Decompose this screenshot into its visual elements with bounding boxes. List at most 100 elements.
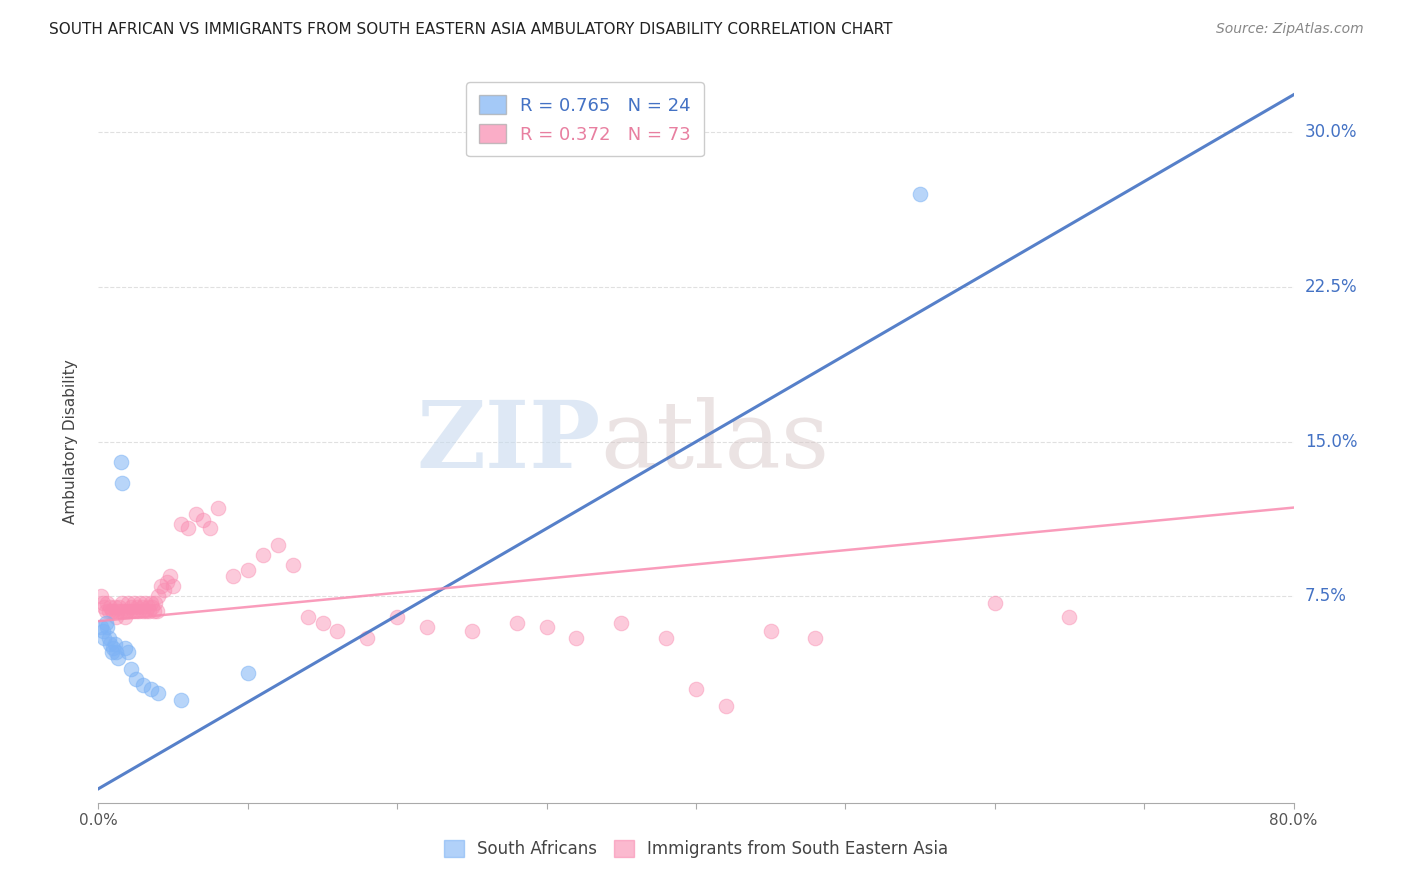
Point [96, 620, 118, 634]
Point [112, 604, 135, 618]
Point [107, 604, 129, 618]
Text: Source: ZipAtlas.com: Source: ZipAtlas.com [1216, 22, 1364, 37]
Point [159, 568, 181, 582]
Point [236, 562, 259, 576]
Point [714, 698, 737, 713]
Point [90, 620, 112, 634]
Point [94, 604, 117, 618]
Point [104, 599, 127, 614]
Point [129, 596, 152, 610]
Point [96, 596, 118, 610]
Point [984, 596, 1007, 610]
Point [143, 596, 166, 610]
Text: 15.0%: 15.0% [1305, 433, 1357, 450]
Point [94, 616, 117, 631]
Point [162, 579, 184, 593]
Point [153, 583, 176, 598]
Point [134, 596, 156, 610]
Point [118, 604, 141, 618]
Point [135, 604, 157, 618]
Point [101, 604, 124, 618]
Point [128, 604, 150, 618]
Point [356, 631, 378, 645]
Point [117, 645, 139, 659]
Point [191, 513, 214, 527]
Point [97, 604, 120, 618]
Point [111, 475, 134, 490]
Point [177, 521, 200, 535]
Legend: South Africans, Immigrants from South Eastern Asia: South Africans, Immigrants from South Ea… [436, 832, 956, 867]
Text: SOUTH AFRICAN VS IMMIGRANTS FROM SOUTH EASTERN ASIA AMBULATORY DISABILITY CORREL: SOUTH AFRICAN VS IMMIGRANTS FROM SOUTH E… [49, 22, 893, 37]
Point [110, 604, 132, 618]
Point [281, 558, 304, 573]
Point [121, 604, 143, 618]
Point [98, 599, 122, 614]
Point [103, 640, 125, 655]
Point [93, 599, 115, 614]
Point [125, 604, 148, 618]
Point [125, 672, 148, 686]
Point [252, 548, 274, 562]
Text: atlas: atlas [600, 397, 830, 486]
Y-axis label: Ambulatory Disability: Ambulatory Disability [63, 359, 77, 524]
Point [169, 517, 191, 532]
Point [138, 604, 160, 618]
Point [222, 568, 245, 582]
Point [416, 620, 439, 634]
Point [132, 604, 155, 618]
Point [98, 637, 122, 651]
Point [1059, 610, 1081, 624]
Point [120, 599, 142, 614]
Point [506, 616, 529, 631]
Point [105, 645, 128, 659]
Point [148, 590, 170, 604]
Text: 7.5%: 7.5% [1305, 587, 1347, 606]
Point [169, 692, 191, 706]
Point [610, 616, 633, 631]
Point [156, 574, 179, 589]
Point [131, 599, 153, 614]
Point [90, 590, 112, 604]
Point [91, 624, 114, 639]
Point [908, 186, 931, 201]
Point [326, 624, 349, 639]
Point [267, 538, 290, 552]
Point [120, 662, 142, 676]
Point [124, 596, 146, 610]
Point [114, 610, 136, 624]
Point [148, 686, 170, 700]
Point [103, 604, 125, 618]
Point [759, 624, 782, 639]
Point [145, 604, 167, 618]
Point [804, 631, 827, 645]
Point [110, 455, 132, 469]
Point [136, 599, 159, 614]
Point [97, 631, 120, 645]
Point [139, 682, 162, 697]
Point [536, 620, 558, 634]
Point [114, 640, 136, 655]
Point [108, 599, 131, 614]
Point [101, 645, 124, 659]
Point [132, 678, 155, 692]
Text: ZIP: ZIP [416, 397, 600, 486]
Text: 30.0%: 30.0% [1305, 123, 1357, 141]
Point [117, 596, 139, 610]
Point [104, 637, 127, 651]
Point [91, 596, 114, 610]
Point [105, 610, 128, 624]
Point [685, 682, 707, 697]
Text: 22.5%: 22.5% [1305, 277, 1357, 296]
Point [207, 500, 229, 515]
Point [139, 596, 162, 610]
Point [93, 631, 115, 645]
Point [200, 521, 222, 535]
Point [655, 631, 678, 645]
Point [150, 579, 173, 593]
Point [236, 665, 259, 680]
Point [311, 616, 333, 631]
Point [127, 599, 149, 614]
Point [385, 610, 409, 624]
Point [461, 624, 484, 639]
Point [111, 596, 134, 610]
